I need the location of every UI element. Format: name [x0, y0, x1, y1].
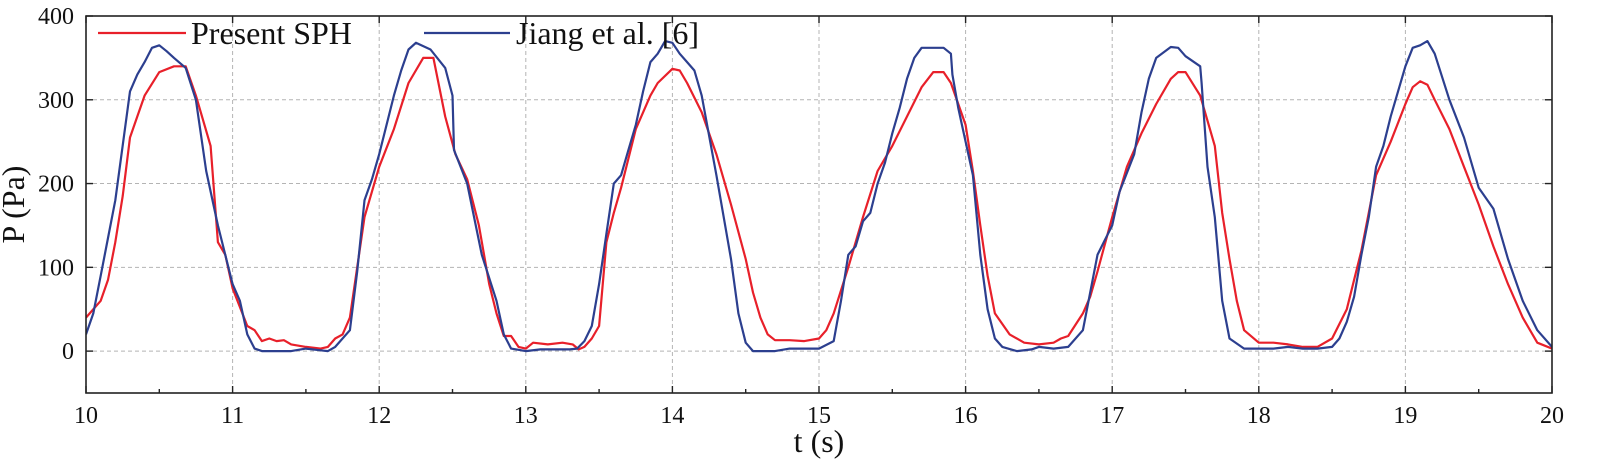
series-layer — [86, 39, 1552, 353]
y-tick-label: 400 — [38, 4, 74, 30]
x-tick-label: 19 — [1393, 403, 1417, 429]
x-tick-label: 12 — [367, 403, 391, 429]
y-tick-label: 100 — [38, 255, 74, 281]
series-line-jiang — [86, 39, 1552, 353]
axis-ticks — [85, 15, 1553, 393]
y-tick-label: 200 — [38, 172, 74, 198]
legend: Present SPH Jiang et al. [6] — [98, 15, 699, 51]
series-line-present-sph — [86, 56, 1552, 351]
legend-label-jiang: Jiang et al. [6] — [516, 15, 699, 51]
x-tick-label: 20 — [1540, 403, 1564, 429]
x-tick-label: 11 — [221, 403, 244, 429]
legend-label-present-sph: Present SPH — [191, 15, 352, 51]
y-tick-label: 0 — [62, 339, 74, 365]
x-tick-label: 13 — [514, 403, 538, 429]
x-tick-label: 10 — [74, 403, 98, 429]
y-axis-title: P (Pa) — [0, 166, 31, 244]
x-tick-label: 15 — [807, 403, 831, 429]
y-tick-label: 300 — [38, 88, 74, 114]
x-tick-label: 14 — [660, 403, 684, 429]
x-axis-title: t (s) — [794, 423, 845, 459]
grid — [86, 16, 1552, 393]
x-tick-label: 18 — [1247, 403, 1271, 429]
x-tick-label: 17 — [1100, 403, 1124, 429]
x-tick-label: 16 — [954, 403, 978, 429]
